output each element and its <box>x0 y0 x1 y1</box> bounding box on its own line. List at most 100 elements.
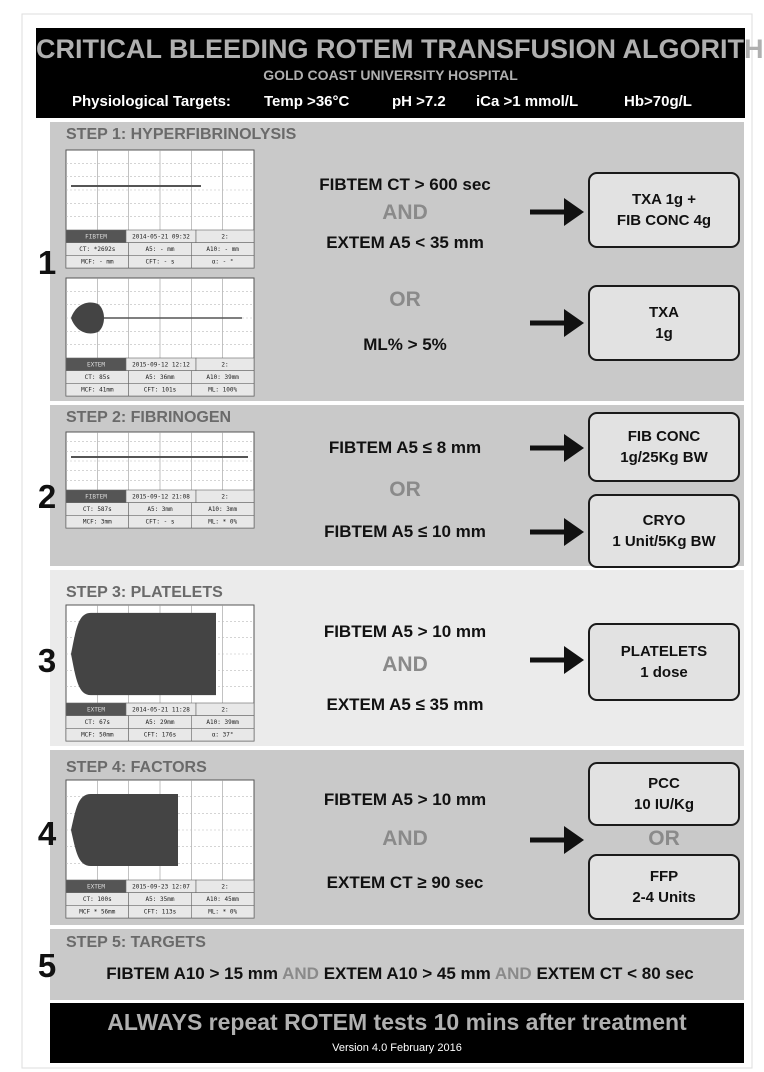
graph-cell: CT: 100s <box>83 896 112 903</box>
graph-label: EXTEM <box>87 706 105 713</box>
step-title: STEP 2: FIBRINOGEN <box>66 409 231 427</box>
step-number: 4 <box>32 815 62 853</box>
action-line: 2-4 Units <box>632 887 695 908</box>
target-condition: EXTEM CT < 80 sec <box>536 964 693 983</box>
condition: FIBTEM A5 ≤ 10 mm <box>275 522 535 542</box>
connector: AND <box>275 201 535 225</box>
graph-date: 2015-09-12 12:12 <box>132 361 190 368</box>
action-line: FIB CONC 4g <box>617 210 711 231</box>
graph-date: 2015-09-23 12:07 <box>132 883 190 890</box>
action-line: TXA 1g + <box>632 189 696 210</box>
rotem-graph: EXTEM 2014-05-21 11:28 2: CT: 67s A5: 29mm A1… <box>66 605 254 741</box>
graph-cell: CT: 587s <box>83 506 112 513</box>
graph-cell: ML: 100% <box>208 387 237 394</box>
condition: FIBTEM A5 ≤ 8 mm <box>275 438 535 458</box>
graph-extra: 2: <box>221 706 228 713</box>
action-line: FFP <box>650 866 678 887</box>
condition: ML% > 5% <box>275 335 535 355</box>
subtitle: GOLD COAST UNIVERSITY HOSPITAL <box>36 67 745 83</box>
connector: OR <box>588 827 740 851</box>
graph-cell: A5: 3mm <box>147 506 173 513</box>
connector: AND <box>275 653 535 677</box>
condition: FIBTEM CT > 600 sec <box>275 175 535 195</box>
graph-cell: ML: * 0% <box>208 909 237 916</box>
graph-cell: CT: *2692s <box>79 246 116 253</box>
action-line: PLATELETS <box>621 641 707 662</box>
graph-date: 2015-09-12 21:08 <box>132 493 190 500</box>
graph-cell: CFT: - s <box>146 519 175 526</box>
page: FIBTEM 2014-05-21 09:32 2: CT: *2692s A5: - … <box>0 0 764 1072</box>
footer-version: Version 4.0 February 2016 <box>50 1042 744 1054</box>
graph-cell: A5: 29mm <box>146 719 175 726</box>
rotem-graph: EXTEM 2015-09-12 12:12 2: CT: 85s A5: 36mm A1… <box>66 278 254 396</box>
graph-cell: MCF * 56mm <box>79 909 116 916</box>
graph-cell: α: - ° <box>212 259 234 266</box>
action-line: PCC <box>648 773 680 794</box>
graph-cell: CT: 85s <box>85 374 111 381</box>
graph-cell: MCF: - mm <box>81 259 114 266</box>
action-line: CRYO <box>643 510 686 531</box>
graph-cell: CFT: 176s <box>144 732 177 739</box>
graph-cell: ML: * 0% <box>208 519 237 526</box>
graph-cell: MCF: 41mm <box>81 387 114 394</box>
condition: EXTEM A5 ≤ 35 mm <box>275 695 535 715</box>
target: Hb>70g/L <box>624 93 692 110</box>
action-line: 1g <box>655 323 673 344</box>
action-line: 1 dose <box>640 662 688 683</box>
graph-extra: 2: <box>221 361 228 368</box>
trace <box>71 794 178 866</box>
graph-cell: CFT: 113s <box>144 909 177 916</box>
targets-label: Physiological Targets: <box>72 93 231 110</box>
trace <box>71 613 216 695</box>
connector: OR <box>275 288 535 312</box>
title: CRITICAL BLEEDING ROTEM TRANSFUSION ALGO… <box>36 34 745 65</box>
graph-extra: 2: <box>221 493 228 500</box>
graph-cell: A10: 39mm <box>206 719 239 726</box>
connector: AND <box>495 964 532 983</box>
step-number: 1 <box>32 244 62 282</box>
condition: FIBTEM A5 > 10 mm <box>275 790 535 810</box>
action-line: 10 IU/Kg <box>634 794 694 815</box>
graph-cell: A10: 45mm <box>206 896 239 903</box>
graph-label: FIBTEM <box>85 233 107 240</box>
graph-date: 2014-05-21 09:32 <box>132 233 190 240</box>
graph-cell: A10: - mm <box>206 246 239 253</box>
graph-cell: α: 37° <box>212 732 234 739</box>
targets-line: FIBTEM A10 > 15 mm AND EXTEM A10 > 45 mm… <box>50 964 750 984</box>
graph-label: FIBTEM <box>85 493 107 500</box>
target: Temp >36°C <box>264 93 349 110</box>
rotem-graph: FIBTEM 2014-05-21 09:32 2: CT: *2692s A5: - … <box>66 150 254 268</box>
graph-cell: MCF: 3mm <box>83 519 112 526</box>
graph-cell: A10: 39mm <box>206 374 239 381</box>
graph-label: EXTEM <box>87 361 105 368</box>
graph-cell: A10: 3mm <box>208 506 237 513</box>
step-number: 3 <box>32 642 62 680</box>
rotem-graph: EXTEM 2015-09-23 12:07 2: CT: 100s A5: 35mm A… <box>66 780 254 918</box>
step-title: STEP 1: HYPERFIBRINOLYSIS <box>66 126 296 144</box>
target-condition: FIBTEM A10 > 15 mm <box>106 964 278 983</box>
graph-date: 2014-05-21 11:28 <box>132 706 190 713</box>
graph-label: EXTEM <box>87 883 105 890</box>
graph-cell: CFT: - s <box>146 259 175 266</box>
graph-cell: A5: 35mm <box>146 896 175 903</box>
graph-cell: A5: 36mm <box>146 374 175 381</box>
graph-extra: 2: <box>221 233 228 240</box>
target: pH >7.2 <box>392 93 446 110</box>
action-line: 1 Unit/5Kg BW <box>612 531 715 552</box>
graph-cell: A5: - mm <box>146 246 175 253</box>
step-title: STEP 3: PLATELETS <box>66 584 223 602</box>
target-condition: EXTEM A10 > 45 mm <box>324 964 491 983</box>
action-box: FFP2-4 Units <box>588 854 740 920</box>
graph-cell: MCF: 50mm <box>81 732 114 739</box>
graph-extra: 2: <box>221 883 228 890</box>
graph-cell: CT: 67s <box>85 719 111 726</box>
step-title: STEP 4: FACTORS <box>66 759 207 777</box>
condition: EXTEM A5 < 35 mm <box>275 233 535 253</box>
graph-cell: CFT: 101s <box>144 387 177 394</box>
rotem-graph: FIBTEM 2015-09-12 21:08 2: CT: 587s A5: 3mm A… <box>66 432 254 528</box>
action-line: TXA <box>649 302 679 323</box>
connector: OR <box>275 478 535 502</box>
